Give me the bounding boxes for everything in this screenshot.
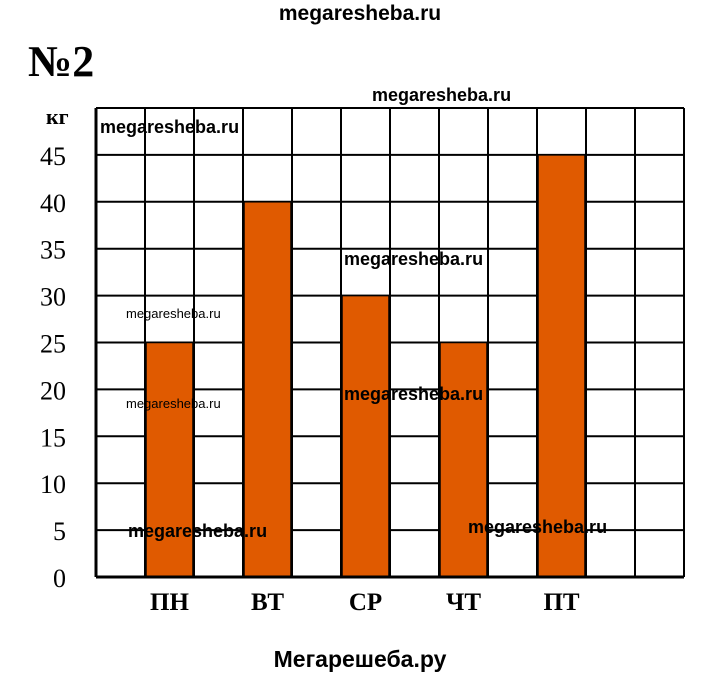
watermark: megaresheba.ru [128, 521, 267, 541]
watermark: megaresheba.ru [468, 517, 607, 537]
x-tick-label: ПТ [543, 589, 579, 616]
y-tick-label: 20 [40, 376, 66, 405]
y-tick-label: 15 [40, 423, 66, 452]
x-tick-label: ЧТ [446, 589, 481, 616]
site-header-watermark: megaresheba.ru [278, 2, 442, 25]
x-tick-label: СР [349, 589, 382, 616]
watermark: megaresheba.ru [126, 396, 221, 411]
watermark: megaresheba.ru [344, 384, 483, 404]
watermark: megaresheba.ru [100, 117, 239, 137]
y-tick-label: 5 [53, 517, 66, 546]
y-tick-label: 0 [53, 564, 66, 593]
chart-frame [94, 108, 684, 579]
y-axis-tick-labels: 0 5 10 15 20 25 30 35 40 45 [40, 142, 66, 593]
y-tick-label: 45 [40, 142, 66, 171]
y-tick-label: 40 [40, 189, 66, 218]
y-tick-label: 30 [40, 283, 66, 312]
y-axis-unit-label: кг [46, 104, 69, 129]
watermark: megaresheba.ru [344, 249, 483, 269]
x-tick-label: ПН [150, 589, 189, 616]
site-footer-watermark: Мегарешеба.ру [273, 646, 447, 672]
bar-5 [537, 154, 586, 578]
watermark-layer: megaresheba.ru megaresheba.ru megaresheb… [100, 85, 607, 541]
bar-2 [243, 201, 292, 578]
x-axis-category-labels: ПН ВТ СР ЧТ ПТ [150, 589, 580, 616]
watermark: megaresheba.ru [126, 306, 221, 321]
y-tick-label: 25 [40, 330, 66, 359]
bar-4 [439, 341, 488, 578]
bar-1 [145, 341, 194, 578]
watermark: megaresheba.ru [372, 85, 511, 105]
bar-3 [341, 294, 390, 578]
y-tick-label: 35 [40, 236, 66, 265]
task-number: №2 [28, 37, 95, 86]
y-tick-label: 10 [40, 470, 66, 499]
x-tick-label: ВТ [251, 589, 284, 616]
chart-bars [145, 154, 586, 578]
